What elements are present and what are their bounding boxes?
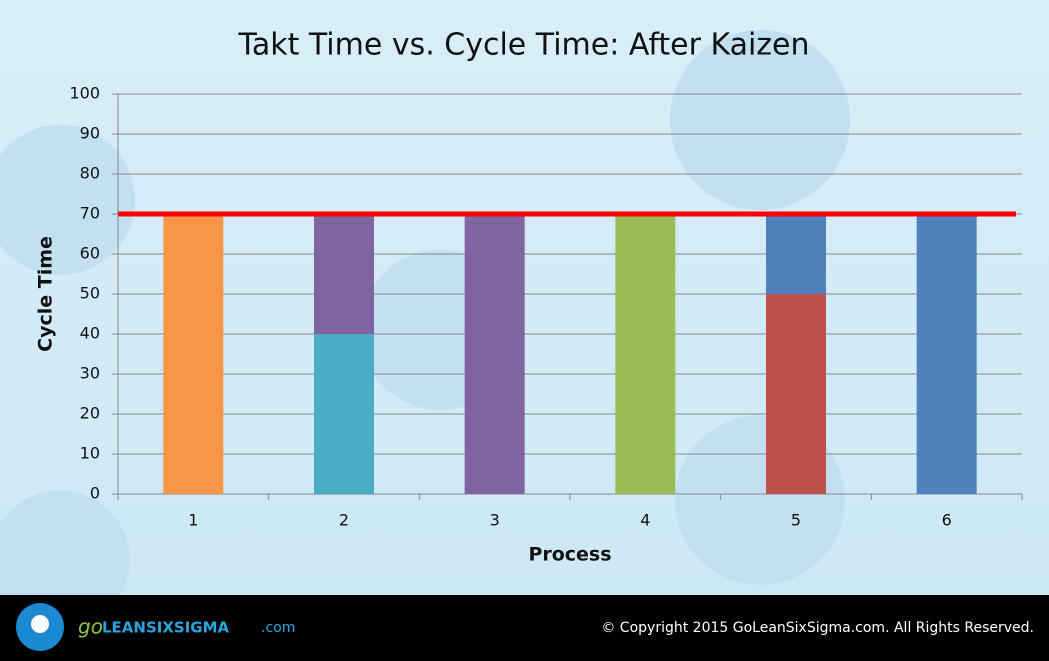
y-tick-label: 30 bbox=[80, 364, 100, 383]
y-tick-label: 60 bbox=[80, 244, 100, 263]
logo-bulb bbox=[31, 615, 49, 633]
footer-bar bbox=[0, 595, 1049, 661]
logo-go: go bbox=[78, 615, 103, 639]
x-tick-label: 4 bbox=[640, 511, 650, 530]
y-tick-label: 70 bbox=[80, 204, 100, 223]
bar-segment bbox=[615, 214, 676, 494]
bar-segment bbox=[464, 214, 525, 494]
y-tick-label: 50 bbox=[80, 284, 100, 303]
y-tick-label: 0 bbox=[90, 484, 100, 503]
x-tick-label: 6 bbox=[942, 511, 952, 530]
bar-segment bbox=[314, 334, 374, 494]
y-tick-label: 90 bbox=[80, 124, 100, 143]
y-tick-label: 10 bbox=[80, 444, 100, 463]
x-tick-label: 1 bbox=[188, 511, 198, 530]
x-tick-label: 3 bbox=[490, 511, 500, 530]
copyright: © Copyright 2015 GoLeanSixSigma.com. All… bbox=[601, 620, 1034, 636]
y-tick-label: 100 bbox=[69, 84, 100, 103]
bar-segment bbox=[766, 214, 826, 294]
bar-segment bbox=[766, 294, 826, 494]
x-axis-label: Process bbox=[528, 544, 611, 566]
y-tick-label: 80 bbox=[80, 164, 100, 183]
logo-suffix: .com bbox=[261, 620, 295, 636]
y-axis-label: Cycle Time bbox=[35, 236, 57, 352]
logo-name: LEANSIXSIGMA bbox=[102, 619, 230, 637]
x-tick-label: 5 bbox=[791, 511, 801, 530]
y-tick-label: 20 bbox=[80, 404, 100, 423]
bar-segment bbox=[916, 214, 977, 494]
watermark bbox=[0, 30, 850, 630]
y-tick-label: 40 bbox=[80, 324, 100, 343]
bar-segment bbox=[163, 214, 224, 494]
x-tick-label: 2 bbox=[339, 511, 349, 530]
bar-segment bbox=[314, 214, 374, 334]
chart-title: Takt Time vs. Cycle Time: After Kaizen bbox=[237, 28, 809, 63]
